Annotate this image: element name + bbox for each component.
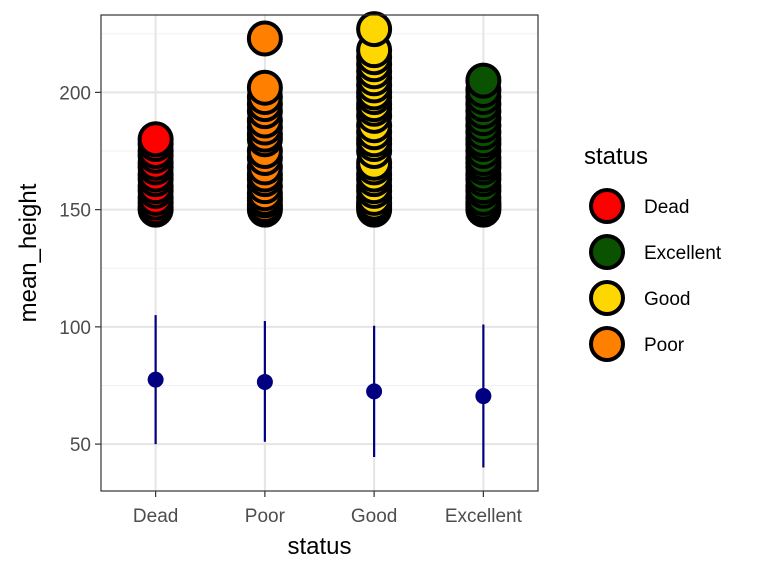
y-tick-label: 200 (59, 83, 91, 104)
data-point-poor (246, 20, 283, 57)
x-axis: Dead Poor Good Excellent (133, 491, 523, 527)
y-tick-label: 50 (70, 435, 91, 456)
x-tick-label: Good (351, 506, 397, 527)
data-point-excellent (465, 62, 502, 99)
legend-label-poor: Poor (644, 335, 685, 356)
mean-point-poor (256, 373, 273, 390)
legend-label-good: Good (644, 289, 690, 310)
x-tick-label: Poor (245, 506, 286, 527)
plot-border (100, 14, 539, 492)
data-point-good (356, 11, 393, 48)
x-tick-label: Excellent (445, 506, 523, 527)
legend-key-excellent (589, 234, 625, 270)
x-tick-label: Dead (133, 506, 178, 527)
mean-point-good (366, 383, 383, 400)
data-points (137, 11, 502, 228)
y-axis: 50 100 150 200 (59, 83, 101, 456)
legend-key-dead (589, 188, 625, 224)
plot-panel (101, 15, 538, 491)
legend-key-poor (589, 326, 625, 362)
legend-title: status (584, 143, 648, 170)
x-axis-title: status (287, 533, 351, 560)
mean-points (147, 371, 492, 405)
legend-label-excellent: Excellent (644, 243, 722, 264)
y-tick-label: 100 (59, 318, 91, 339)
legend-key-good (589, 280, 625, 316)
y-tick-label: 150 (59, 201, 91, 222)
mean-point-excellent (475, 388, 492, 405)
legend: status Dead Excellent Good Poor (584, 143, 722, 362)
data-point-poor (246, 69, 283, 106)
data-point-dead (137, 121, 174, 158)
legend-label-dead: Dead (644, 197, 689, 218)
y-axis-title: mean_height (15, 183, 42, 322)
mean-point-dead (147, 371, 164, 388)
